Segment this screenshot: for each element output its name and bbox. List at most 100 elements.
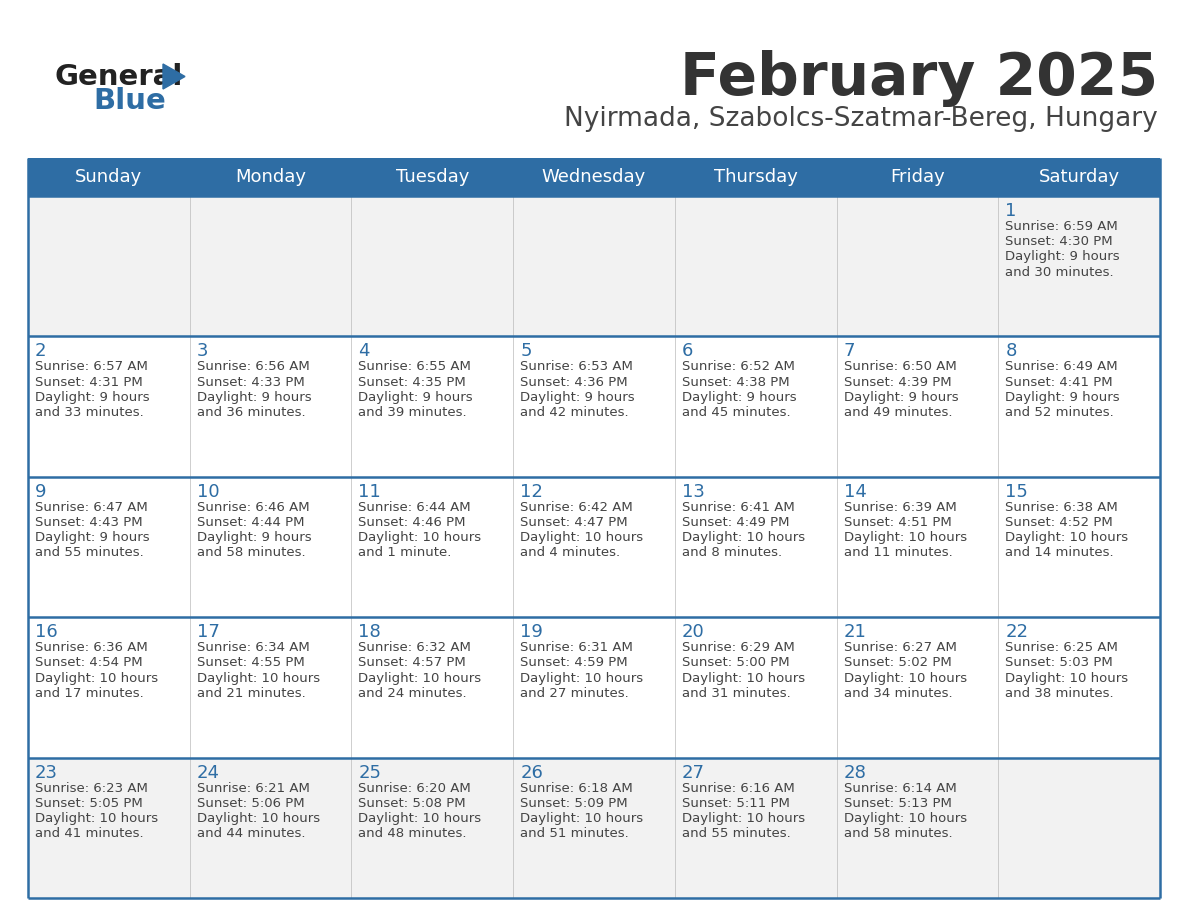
Text: Sunset: 4:36 PM: Sunset: 4:36 PM xyxy=(520,375,627,388)
Text: and 36 minutes.: and 36 minutes. xyxy=(197,406,305,419)
Text: and 48 minutes.: and 48 minutes. xyxy=(359,827,467,840)
Text: Sunrise: 6:23 AM: Sunrise: 6:23 AM xyxy=(34,781,147,795)
Text: Sunset: 5:05 PM: Sunset: 5:05 PM xyxy=(34,797,143,810)
Text: Sunset: 4:44 PM: Sunset: 4:44 PM xyxy=(197,516,304,529)
Bar xyxy=(29,196,1159,336)
Text: Tuesday: Tuesday xyxy=(396,168,469,186)
Text: 24: 24 xyxy=(197,764,220,781)
Text: Daylight: 10 hours: Daylight: 10 hours xyxy=(843,672,967,685)
Text: 11: 11 xyxy=(359,483,381,501)
Text: and 39 minutes.: and 39 minutes. xyxy=(359,406,467,419)
Text: 3: 3 xyxy=(197,342,208,361)
Text: and 11 minutes.: and 11 minutes. xyxy=(843,546,953,559)
Text: Sunday: Sunday xyxy=(75,168,143,186)
Text: Sunrise: 6:31 AM: Sunrise: 6:31 AM xyxy=(520,641,633,655)
Text: and 51 minutes.: and 51 minutes. xyxy=(520,827,628,840)
Text: Daylight: 10 hours: Daylight: 10 hours xyxy=(520,812,643,825)
Text: Sunrise: 6:18 AM: Sunrise: 6:18 AM xyxy=(520,781,633,795)
Text: Daylight: 9 hours: Daylight: 9 hours xyxy=(1005,251,1120,263)
Text: Sunrise: 6:44 AM: Sunrise: 6:44 AM xyxy=(359,501,472,514)
Text: Sunset: 4:51 PM: Sunset: 4:51 PM xyxy=(843,516,952,529)
Text: and 45 minutes.: and 45 minutes. xyxy=(682,406,790,419)
Text: 22: 22 xyxy=(1005,623,1029,641)
Text: 19: 19 xyxy=(520,623,543,641)
Text: Daylight: 10 hours: Daylight: 10 hours xyxy=(520,672,643,685)
Text: and 24 minutes.: and 24 minutes. xyxy=(359,687,467,700)
Text: Daylight: 10 hours: Daylight: 10 hours xyxy=(359,672,481,685)
Text: Sunset: 5:00 PM: Sunset: 5:00 PM xyxy=(682,656,790,669)
Text: 4: 4 xyxy=(359,342,369,361)
Text: Wednesday: Wednesday xyxy=(542,168,646,186)
Text: Sunrise: 6:39 AM: Sunrise: 6:39 AM xyxy=(843,501,956,514)
Text: Daylight: 10 hours: Daylight: 10 hours xyxy=(34,672,158,685)
Text: Daylight: 10 hours: Daylight: 10 hours xyxy=(1005,532,1129,544)
Text: Sunset: 5:06 PM: Sunset: 5:06 PM xyxy=(197,797,304,810)
Text: 26: 26 xyxy=(520,764,543,781)
Text: and 27 minutes.: and 27 minutes. xyxy=(520,687,628,700)
Text: 14: 14 xyxy=(843,483,866,501)
Text: Daylight: 10 hours: Daylight: 10 hours xyxy=(843,812,967,825)
Text: Daylight: 9 hours: Daylight: 9 hours xyxy=(34,532,150,544)
Text: Daylight: 10 hours: Daylight: 10 hours xyxy=(359,812,481,825)
Text: Daylight: 10 hours: Daylight: 10 hours xyxy=(843,532,967,544)
Text: Daylight: 10 hours: Daylight: 10 hours xyxy=(34,812,158,825)
Text: Daylight: 9 hours: Daylight: 9 hours xyxy=(843,391,959,404)
Text: 6: 6 xyxy=(682,342,694,361)
Text: Sunrise: 6:21 AM: Sunrise: 6:21 AM xyxy=(197,781,310,795)
Text: Sunrise: 6:53 AM: Sunrise: 6:53 AM xyxy=(520,361,633,374)
Text: Daylight: 10 hours: Daylight: 10 hours xyxy=(682,812,805,825)
Text: 5: 5 xyxy=(520,342,532,361)
Text: Daylight: 10 hours: Daylight: 10 hours xyxy=(682,532,805,544)
Text: Daylight: 10 hours: Daylight: 10 hours xyxy=(1005,672,1129,685)
Text: and 8 minutes.: and 8 minutes. xyxy=(682,546,782,559)
Text: Sunset: 4:41 PM: Sunset: 4:41 PM xyxy=(1005,375,1113,388)
Text: 8: 8 xyxy=(1005,342,1017,361)
Text: Sunset: 4:33 PM: Sunset: 4:33 PM xyxy=(197,375,304,388)
Text: and 21 minutes.: and 21 minutes. xyxy=(197,687,305,700)
Text: 7: 7 xyxy=(843,342,855,361)
Text: Sunset: 5:03 PM: Sunset: 5:03 PM xyxy=(1005,656,1113,669)
Text: and 1 minute.: and 1 minute. xyxy=(359,546,451,559)
Text: and 38 minutes.: and 38 minutes. xyxy=(1005,687,1114,700)
Text: and 52 minutes.: and 52 minutes. xyxy=(1005,406,1114,419)
Text: Sunrise: 6:16 AM: Sunrise: 6:16 AM xyxy=(682,781,795,795)
Bar xyxy=(29,476,1159,617)
Text: 10: 10 xyxy=(197,483,220,501)
Text: Sunset: 4:55 PM: Sunset: 4:55 PM xyxy=(197,656,304,669)
Text: Sunset: 4:47 PM: Sunset: 4:47 PM xyxy=(520,516,627,529)
Text: Sunrise: 6:27 AM: Sunrise: 6:27 AM xyxy=(843,641,956,655)
Text: Sunset: 4:38 PM: Sunset: 4:38 PM xyxy=(682,375,790,388)
Text: 20: 20 xyxy=(682,623,704,641)
Text: Sunrise: 6:57 AM: Sunrise: 6:57 AM xyxy=(34,361,147,374)
Text: February 2025: February 2025 xyxy=(680,50,1158,107)
Text: Sunrise: 6:38 AM: Sunrise: 6:38 AM xyxy=(1005,501,1118,514)
Text: Daylight: 10 hours: Daylight: 10 hours xyxy=(682,672,805,685)
Text: Sunrise: 6:41 AM: Sunrise: 6:41 AM xyxy=(682,501,795,514)
Text: Sunrise: 6:14 AM: Sunrise: 6:14 AM xyxy=(843,781,956,795)
Text: Sunset: 4:31 PM: Sunset: 4:31 PM xyxy=(34,375,143,388)
Text: Sunset: 4:30 PM: Sunset: 4:30 PM xyxy=(1005,235,1113,248)
Bar xyxy=(29,757,1159,898)
Text: Sunrise: 6:55 AM: Sunrise: 6:55 AM xyxy=(359,361,472,374)
Bar xyxy=(29,617,1159,757)
Text: Sunset: 5:02 PM: Sunset: 5:02 PM xyxy=(843,656,952,669)
Text: Sunrise: 6:47 AM: Sunrise: 6:47 AM xyxy=(34,501,147,514)
Text: Sunrise: 6:56 AM: Sunrise: 6:56 AM xyxy=(197,361,309,374)
Text: and 4 minutes.: and 4 minutes. xyxy=(520,546,620,559)
Text: Sunrise: 6:34 AM: Sunrise: 6:34 AM xyxy=(197,641,309,655)
Text: Sunset: 4:39 PM: Sunset: 4:39 PM xyxy=(843,375,952,388)
Text: Sunset: 4:54 PM: Sunset: 4:54 PM xyxy=(34,656,143,669)
Text: and 55 minutes.: and 55 minutes. xyxy=(682,827,790,840)
Text: Saturday: Saturday xyxy=(1038,168,1120,186)
Text: Sunrise: 6:50 AM: Sunrise: 6:50 AM xyxy=(843,361,956,374)
Text: 27: 27 xyxy=(682,764,704,781)
Text: Sunrise: 6:29 AM: Sunrise: 6:29 AM xyxy=(682,641,795,655)
Text: Nyirmada, Szabolcs-Szatmar-Bereg, Hungary: Nyirmada, Szabolcs-Szatmar-Bereg, Hungar… xyxy=(564,106,1158,132)
Polygon shape xyxy=(163,64,185,89)
Text: Sunrise: 6:32 AM: Sunrise: 6:32 AM xyxy=(359,641,472,655)
Text: and 34 minutes.: and 34 minutes. xyxy=(843,687,953,700)
Text: and 17 minutes.: and 17 minutes. xyxy=(34,687,144,700)
Text: Sunrise: 6:52 AM: Sunrise: 6:52 AM xyxy=(682,361,795,374)
Text: and 30 minutes.: and 30 minutes. xyxy=(1005,265,1114,278)
Text: Sunset: 4:52 PM: Sunset: 4:52 PM xyxy=(1005,516,1113,529)
